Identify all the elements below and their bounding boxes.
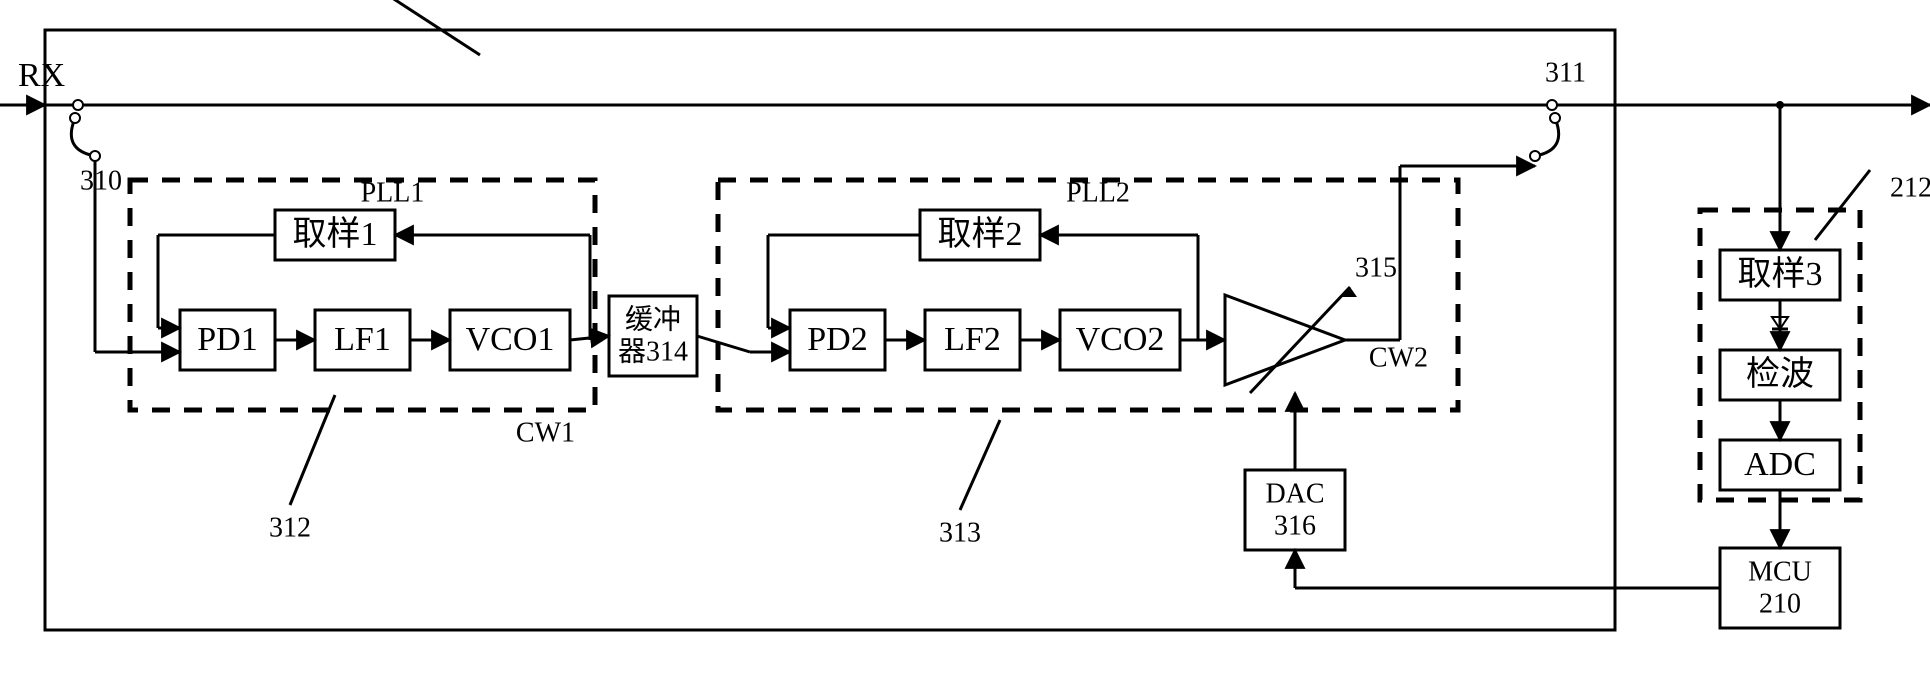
svg-text:DAC: DAC [1265,478,1324,509]
svg-text:取样2: 取样2 [938,215,1023,253]
svg-text:VCO2: VCO2 [1076,321,1165,358]
svg-text:RX: RX [18,57,65,94]
svg-text:ADC: ADC [1744,446,1816,483]
svg-text:PD1: PD1 [197,321,257,358]
svg-text:检波: 检波 [1746,355,1814,393]
svg-text:器314: 器314 [618,336,688,367]
svg-text:MCU: MCU [1748,556,1812,587]
svg-text:PLL2: PLL2 [1066,177,1130,208]
svg-text:CW2: CW2 [1369,342,1428,373]
svg-text:313: 313 [939,517,981,548]
svg-text:PD2: PD2 [807,321,867,358]
svg-text:312: 312 [269,512,311,543]
svg-text:LF1: LF1 [334,321,391,358]
svg-text:210: 210 [1759,588,1801,619]
svg-text:311: 311 [1545,57,1586,88]
svg-text:LF2: LF2 [944,321,1001,358]
svg-text:212: 212 [1890,172,1930,203]
svg-text:PLL1: PLL1 [361,177,425,208]
svg-text:取样3: 取样3 [1738,255,1823,293]
svg-text:CW1: CW1 [516,417,575,448]
svg-text:VCO1: VCO1 [466,321,555,358]
svg-text:315: 315 [1355,252,1397,283]
svg-text:316: 316 [1274,510,1316,541]
svg-text:310: 310 [80,165,122,196]
svg-text:取样1: 取样1 [293,215,378,253]
svg-text:缓冲: 缓冲 [625,303,681,335]
